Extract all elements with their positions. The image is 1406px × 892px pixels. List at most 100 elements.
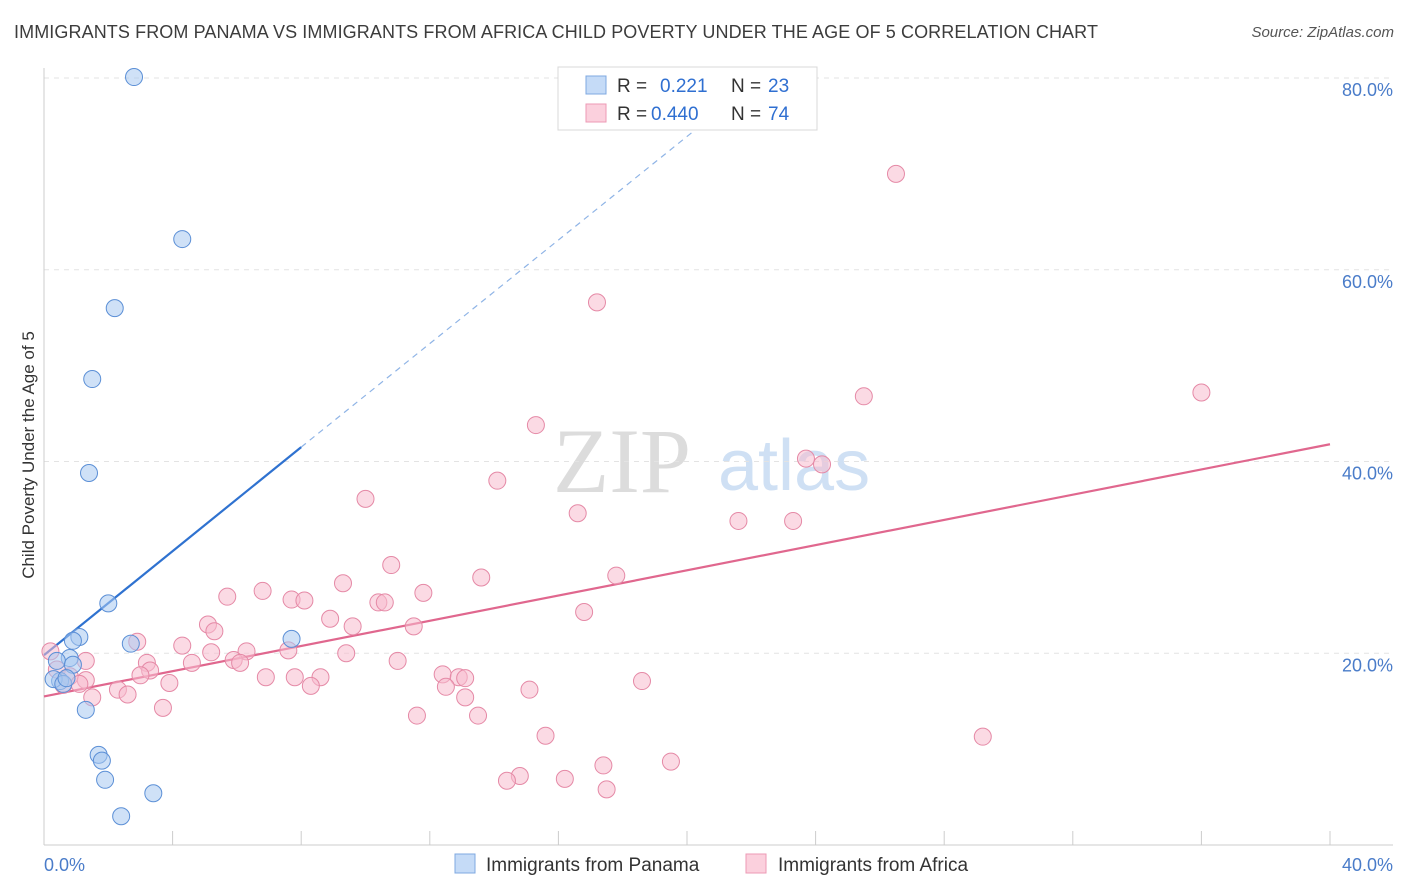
panama-point xyxy=(83,370,102,389)
legend-r-label-panama: R = xyxy=(617,76,647,97)
panama-point xyxy=(144,784,163,803)
x-tick-label-max: 40.0% xyxy=(1342,855,1393,875)
africa-point xyxy=(231,653,250,672)
africa-point xyxy=(285,668,304,687)
legend-r-value-africa: 0.440 xyxy=(651,104,699,125)
africa-point xyxy=(131,666,150,685)
panama-point xyxy=(121,634,140,653)
trendlines xyxy=(43,84,1331,698)
africa-point xyxy=(388,651,407,670)
africa-point xyxy=(153,698,172,717)
africa-point xyxy=(597,780,616,799)
africa-point xyxy=(218,587,237,606)
panama-point xyxy=(63,631,82,650)
africa-point xyxy=(205,622,224,641)
panama-point xyxy=(80,464,99,483)
africa-point xyxy=(729,511,748,530)
africa-point xyxy=(414,583,433,602)
legend-swatch-africa xyxy=(585,103,607,123)
africa-point xyxy=(173,636,192,655)
africa-point xyxy=(404,617,423,636)
y-tick-label: 60.0% xyxy=(1342,272,1393,292)
africa-point xyxy=(407,706,426,725)
africa-point xyxy=(854,387,873,406)
axes xyxy=(43,68,1393,846)
legend-n-label-panama: N = xyxy=(731,76,761,97)
chart-title: IMMIGRANTS FROM PANAMA VS IMMIGRANTS FRO… xyxy=(14,22,1099,42)
panama-trendline xyxy=(43,446,302,657)
africa-point xyxy=(796,449,815,468)
africa-point xyxy=(160,673,179,692)
africa-point xyxy=(594,756,613,775)
africa-point xyxy=(295,591,314,610)
legend-swatch-panama xyxy=(585,75,607,95)
africa-point xyxy=(886,164,905,183)
africa-point xyxy=(497,771,516,790)
panama-point xyxy=(105,299,124,318)
watermark-atlas: atlas xyxy=(718,426,870,506)
africa-point xyxy=(575,603,594,622)
africa-point xyxy=(333,574,352,593)
bottom-legend-label-panama: Immigrants from Panama xyxy=(486,855,700,876)
africa-point xyxy=(587,293,606,312)
series-legend: Immigrants from Panama Immigrants from A… xyxy=(454,853,968,876)
y-tick-label: 40.0% xyxy=(1342,464,1393,484)
africa-point xyxy=(526,416,545,435)
panama-point xyxy=(112,807,131,826)
africa-point xyxy=(813,455,832,474)
legend-r-label-africa: R = xyxy=(617,104,647,125)
legend-n-label-africa: N = xyxy=(731,104,761,125)
africa-point xyxy=(436,677,455,696)
panama-trendline-extension xyxy=(300,84,752,448)
panama-point xyxy=(47,651,66,670)
gridlines xyxy=(44,77,1393,654)
panama-point xyxy=(99,594,118,613)
africa-point xyxy=(356,489,375,508)
africa-point xyxy=(118,685,137,704)
africa-point xyxy=(661,752,680,771)
africa-point xyxy=(1192,383,1211,402)
legend-n-value-panama: 23 xyxy=(768,76,789,97)
y-axis-label: Child Poverty Under the Age of 5 xyxy=(19,331,38,579)
y-tick-label: 20.0% xyxy=(1342,655,1393,675)
africa-point xyxy=(520,680,539,699)
africa-point xyxy=(456,669,475,688)
y-tick-labels: 20.0% 40.0% 60.0% 80.0% xyxy=(1342,80,1393,675)
africa-point xyxy=(456,688,475,707)
africa-point xyxy=(469,706,488,725)
africa-point xyxy=(784,511,803,530)
africa-point xyxy=(555,769,574,788)
watermark-zip: ZIP xyxy=(553,410,691,512)
bottom-legend-swatch-africa xyxy=(745,853,767,874)
source-label: Source: ZipAtlas.com xyxy=(1251,24,1394,41)
stats-legend: R = 0.221 N = 23 R = 0.440 N = 74 xyxy=(557,66,818,131)
panama-point xyxy=(173,230,192,249)
panama-point xyxy=(92,751,111,770)
africa-point xyxy=(375,593,394,612)
africa-point xyxy=(321,609,340,628)
x-tick-label-min: 0.0% xyxy=(44,855,85,875)
africa-point xyxy=(632,672,651,691)
africa-point xyxy=(343,617,362,636)
panama-point xyxy=(125,68,144,87)
africa-point xyxy=(568,504,587,523)
africa-point xyxy=(301,676,320,695)
data-points xyxy=(41,68,1211,826)
africa-point xyxy=(607,566,626,585)
africa-point xyxy=(472,568,491,587)
panama-point xyxy=(76,700,95,719)
africa-point xyxy=(202,643,221,662)
panama-point xyxy=(57,669,76,688)
panama-point xyxy=(282,629,301,648)
legend-r-value-panama: 0.221 xyxy=(660,76,708,97)
africa-trendline xyxy=(43,443,1331,698)
bottom-legend-label-africa: Immigrants from Africa xyxy=(778,855,968,876)
africa-point xyxy=(182,653,201,672)
africa-point xyxy=(253,581,272,600)
y-tick-label: 80.0% xyxy=(1342,80,1393,100)
africa-point xyxy=(256,668,275,687)
panama-point xyxy=(96,770,115,789)
africa-point xyxy=(488,471,507,490)
bottom-legend-swatch-panama xyxy=(454,853,476,874)
